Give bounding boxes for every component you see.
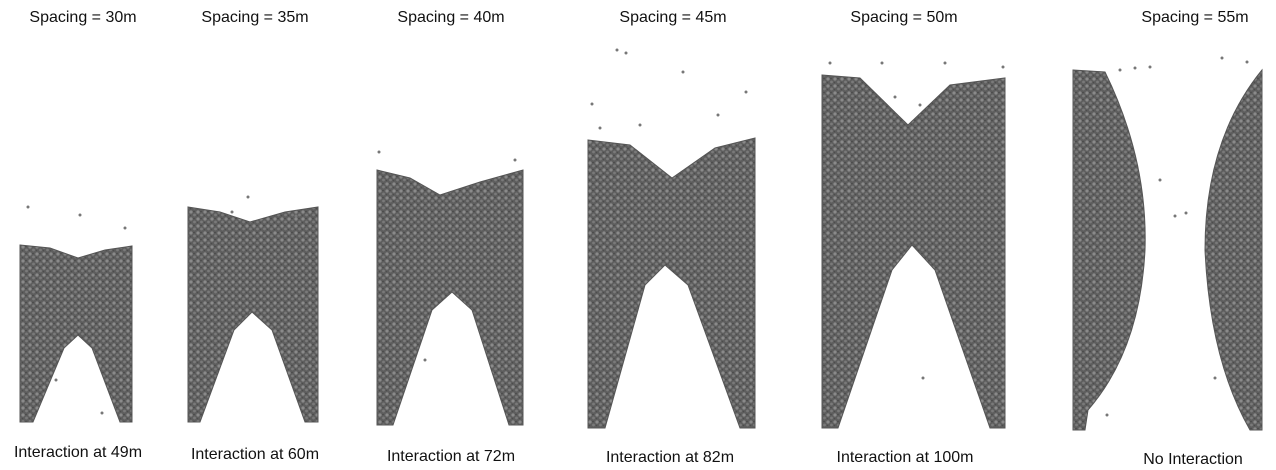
particle-mass (377, 170, 523, 425)
panel-caption: Interaction at 49m (14, 444, 142, 461)
panel-title: Spacing = 50m (850, 9, 957, 26)
panel-caption: No Interaction (1143, 451, 1243, 468)
panel: Spacing = 50m Interaction at 100m (822, 9, 1005, 466)
particles (591, 49, 748, 130)
panel: Spacing = 35m Interaction at 60m (188, 9, 319, 463)
particle-mass (1205, 70, 1262, 430)
panel-title: Spacing = 35m (201, 9, 308, 26)
panel: Spacing = 45m Interaction at 82m (588, 9, 755, 466)
panel: Spacing = 30m Interaction at 49m (14, 9, 142, 461)
panel-caption: Interaction at 82m (606, 449, 734, 466)
figure: Spacing = 30m Interaction at 49m Spacing… (0, 0, 1276, 470)
particle-mass (588, 138, 755, 428)
panel-caption: Interaction at 72m (387, 448, 515, 465)
panel-title: Spacing = 40m (397, 9, 504, 26)
particle-mass (20, 245, 132, 422)
panel-title: Spacing = 55m (1141, 9, 1248, 26)
particle-mass (1073, 70, 1145, 430)
panel-title: Spacing = 30m (29, 9, 136, 26)
particle-mass (188, 207, 318, 422)
panel: Spacing = 55m No Interaction (1073, 9, 1262, 468)
panel-title: Spacing = 45m (619, 9, 726, 26)
panel-caption: Interaction at 100m (837, 449, 974, 466)
particle-mass (822, 75, 1005, 428)
panel-caption: Interaction at 60m (191, 446, 319, 463)
panel: Spacing = 40m Interaction at 72m (377, 9, 523, 465)
